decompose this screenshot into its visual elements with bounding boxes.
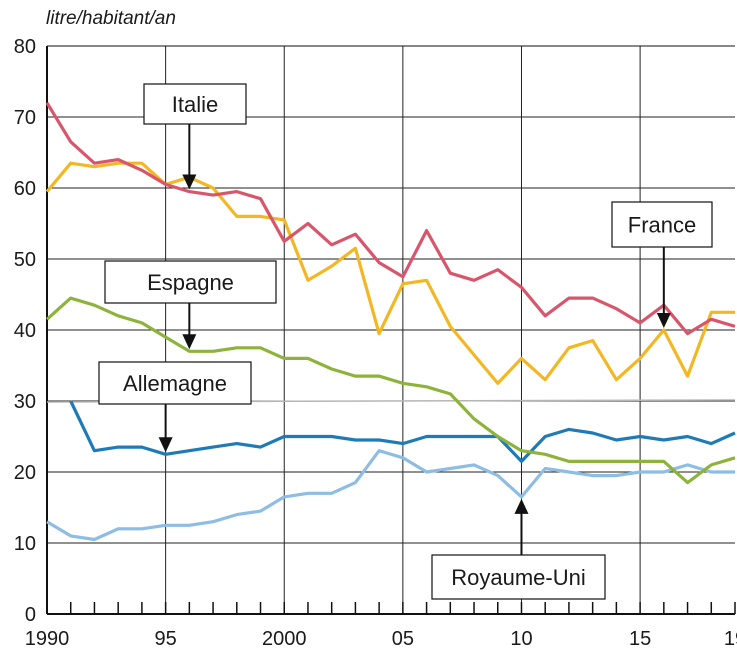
annotation-box-allemagne	[98, 361, 252, 405]
annotation-box-italie	[143, 83, 247, 125]
x-tick-label-1990: 1990	[25, 628, 70, 650]
annotation-label-italie: Italie	[172, 92, 218, 117]
y-tick-label-10: 10	[14, 533, 36, 555]
x-tick-label-05: 05	[392, 628, 414, 650]
y-axis-unit-label: litre/habitant/an	[46, 8, 176, 29]
annotation-label-france: France	[628, 213, 696, 238]
annotation-label-royaume-uni: Royaume-Uni	[451, 565, 586, 590]
x-tick-label-95: 95	[154, 628, 176, 650]
y-tick-label-0: 0	[25, 604, 36, 626]
y-tick-label-50: 50	[14, 249, 36, 271]
annotation-box-espagne	[104, 260, 277, 304]
series-line-espagne	[45, 296, 736, 485]
annotation-box-france	[611, 201, 713, 248]
annotation-arrowhead-espagne	[182, 334, 197, 350]
annotations: Italie France Espagne Allemagne Royaume-Uni	[98, 83, 713, 600]
annotation-label-allemagne: Allemagne	[123, 371, 227, 396]
y-tick-label-80: 80	[14, 36, 36, 58]
annotation-arrowhead-france	[656, 313, 671, 328]
y-tick-label-70: 70	[14, 107, 36, 129]
series-line-royaume-uni	[46, 449, 735, 542]
y-tick-label-40: 40	[14, 320, 36, 342]
annotation-arrowhead-royaume-uni	[514, 498, 529, 514]
series-lines	[45, 101, 736, 542]
annotation-label-espagne: Espagne	[147, 270, 234, 295]
annotation-arrowhead-allemagne	[158, 437, 173, 453]
y-tick-label-60: 60	[14, 178, 36, 200]
x-tick-label-10: 10	[510, 628, 532, 650]
annotation-box-royaume-uni	[431, 554, 606, 600]
x-tick-label-2000: 2000	[262, 628, 307, 650]
y-axis-ticks: 0 10 20 30 40 50 60 70 80	[14, 36, 36, 626]
x-tick-label-19: 19	[724, 628, 737, 650]
series-line-allemagne	[69, 400, 736, 463]
x-tick-label-15: 15	[629, 628, 651, 650]
annotation-arrowhead-italie	[182, 174, 197, 190]
series-line-italie	[45, 101, 736, 336]
y-tick-label-30: 30	[14, 391, 36, 413]
y-tick-label-20: 20	[14, 462, 36, 484]
x-axis-ticks: 1990 95 2000 05 10 15 19	[25, 602, 737, 650]
